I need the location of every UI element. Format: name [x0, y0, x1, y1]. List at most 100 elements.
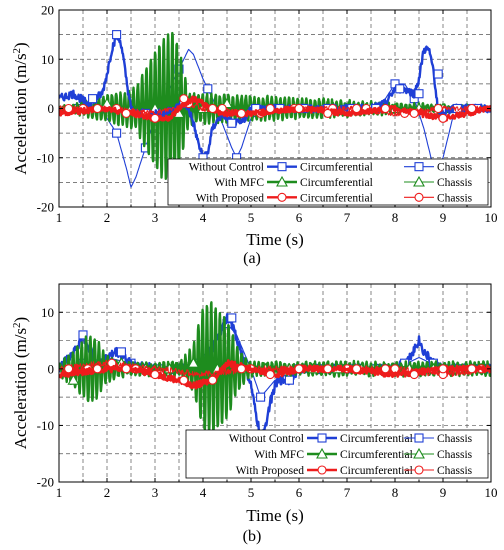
- x-tick-label: 5: [248, 485, 255, 500]
- x-tick-label: 2: [104, 485, 111, 500]
- data-point: [352, 103, 362, 114]
- data-point: [294, 364, 304, 374]
- series-line: [59, 95, 491, 122]
- data-point: [92, 364, 102, 374]
- legend-box: [167, 158, 489, 206]
- legend-row: With Proposed Circumferential Chassis: [196, 192, 473, 204]
- data-point: [323, 364, 333, 374]
- y-tick-label: 0: [48, 361, 55, 376]
- y-axis-label-main: Acceleration (m/s: [11, 328, 30, 449]
- data-point: [227, 313, 237, 323]
- legend-circumferential-label: Circumferential: [340, 449, 413, 461]
- y-tick-label: 0: [48, 101, 55, 116]
- data-point: [179, 375, 189, 385]
- data-point: [150, 369, 160, 380]
- data-point: [409, 108, 419, 118]
- data-point: [236, 108, 246, 118]
- y-tick-label: 10: [41, 305, 54, 320]
- legend-row: Without Control Circumferential Chassis: [189, 162, 473, 174]
- legend-row: Without Control Circumferential Chassis: [229, 433, 473, 445]
- series-group: [59, 30, 491, 188]
- data-point: [208, 103, 218, 114]
- x-tick-label: 10: [485, 210, 498, 225]
- y-axis-label-end: ): [11, 317, 30, 323]
- data-point: [438, 364, 448, 374]
- data-point: [409, 369, 419, 380]
- data-point: [467, 364, 477, 374]
- data-point: [414, 89, 424, 99]
- x-tick-label: 6: [296, 210, 303, 225]
- x-tick-label: 2: [104, 210, 111, 225]
- panel-caption: (a): [243, 250, 261, 267]
- data-point: [121, 364, 131, 374]
- series-line: [59, 313, 491, 436]
- x-tick-label: 3: [152, 485, 159, 500]
- y-axis-label: Acceleration (m/s2): [11, 42, 30, 174]
- data-point: [179, 94, 189, 104]
- legend-marker: [413, 175, 425, 187]
- legend-marker: [414, 433, 424, 443]
- x-tick-label: 4: [200, 485, 207, 500]
- legend: Without Control Circumferential Chassis Wit…: [185, 429, 489, 479]
- y-tick-label: 10: [41, 52, 54, 67]
- data-point: [116, 347, 126, 357]
- legend-circumferential-label: Circumferential: [300, 192, 373, 204]
- legend-circumferential-label: Circumferential: [300, 162, 373, 174]
- legend-marker: [276, 175, 288, 187]
- data-point: [67, 374, 80, 385]
- data-point: [438, 113, 448, 123]
- data-point: [433, 103, 443, 114]
- x-tick-label: 6: [296, 485, 303, 500]
- legend-circumferential-label: Circumferential: [340, 433, 413, 445]
- data-point: [121, 108, 131, 118]
- data-point: [236, 364, 246, 374]
- legend-chassis-label: Chassis: [437, 192, 473, 204]
- y-axis-label-end: ): [11, 42, 30, 48]
- panel-caption-text: (a): [243, 250, 261, 267]
- y-tick-label: -10: [37, 150, 54, 165]
- y-axis-label-sup: 2: [11, 322, 23, 328]
- legend-marker: [414, 465, 424, 475]
- data-point: [92, 103, 102, 114]
- x-tick-label: 8: [392, 485, 399, 500]
- data-point: [112, 128, 122, 138]
- y-axis-label-sup: 2: [11, 48, 23, 54]
- legend-row: With MFC Circumferential Chassis: [214, 175, 473, 189]
- legend-marker: [316, 447, 328, 459]
- series-line: [59, 359, 491, 390]
- legend-row: With Proposed Circumferential Chassis: [236, 465, 473, 477]
- chart-panel-a: 1 2 3 4 5 6 7 8 9 10 -20 -10 0 10 20 Time (s) Accelerati…: [11, 3, 498, 268]
- legend-row: With MFC Circumferential Chassis: [254, 447, 473, 461]
- data-point: [380, 103, 390, 114]
- legend-marker: [413, 447, 425, 459]
- data-point: [352, 364, 362, 374]
- x-tick-label: 4: [200, 210, 207, 225]
- data-point: [265, 103, 275, 114]
- legend-chassis-label: Chassis: [437, 177, 473, 189]
- legend-group-label: With Proposed: [236, 465, 304, 477]
- data-point: [187, 357, 200, 368]
- x-axis-label: Time (s): [246, 230, 303, 249]
- data-point: [78, 330, 88, 340]
- x-tick-label: 8: [392, 210, 399, 225]
- data-point: [380, 364, 390, 374]
- legend-group-label: With MFC: [214, 177, 264, 189]
- chart-panel-b: 1 2 3 4 5 6 7 8 9 10 -20 -10 0 10 Time (s) Acceleration…: [11, 283, 498, 545]
- y-tick-label: 20: [41, 3, 54, 18]
- legend-marker: [414, 162, 424, 172]
- legend-circumferential-label: Circumferential: [300, 177, 373, 189]
- x-tick-label: 10: [485, 485, 498, 500]
- data-point: [256, 392, 266, 402]
- series-line: [59, 31, 491, 162]
- data-point: [64, 103, 74, 114]
- data-point: [203, 84, 213, 94]
- y-tick-label: -10: [37, 418, 54, 433]
- series-group: [59, 301, 491, 442]
- data-point: [323, 108, 333, 118]
- data-point: [88, 94, 98, 104]
- x-tick-label: 5: [248, 210, 255, 225]
- data-point: [265, 369, 275, 380]
- legend-marker: [277, 192, 287, 202]
- y-tick-label: -20: [37, 475, 54, 490]
- legend-group-label: With MFC: [254, 449, 304, 461]
